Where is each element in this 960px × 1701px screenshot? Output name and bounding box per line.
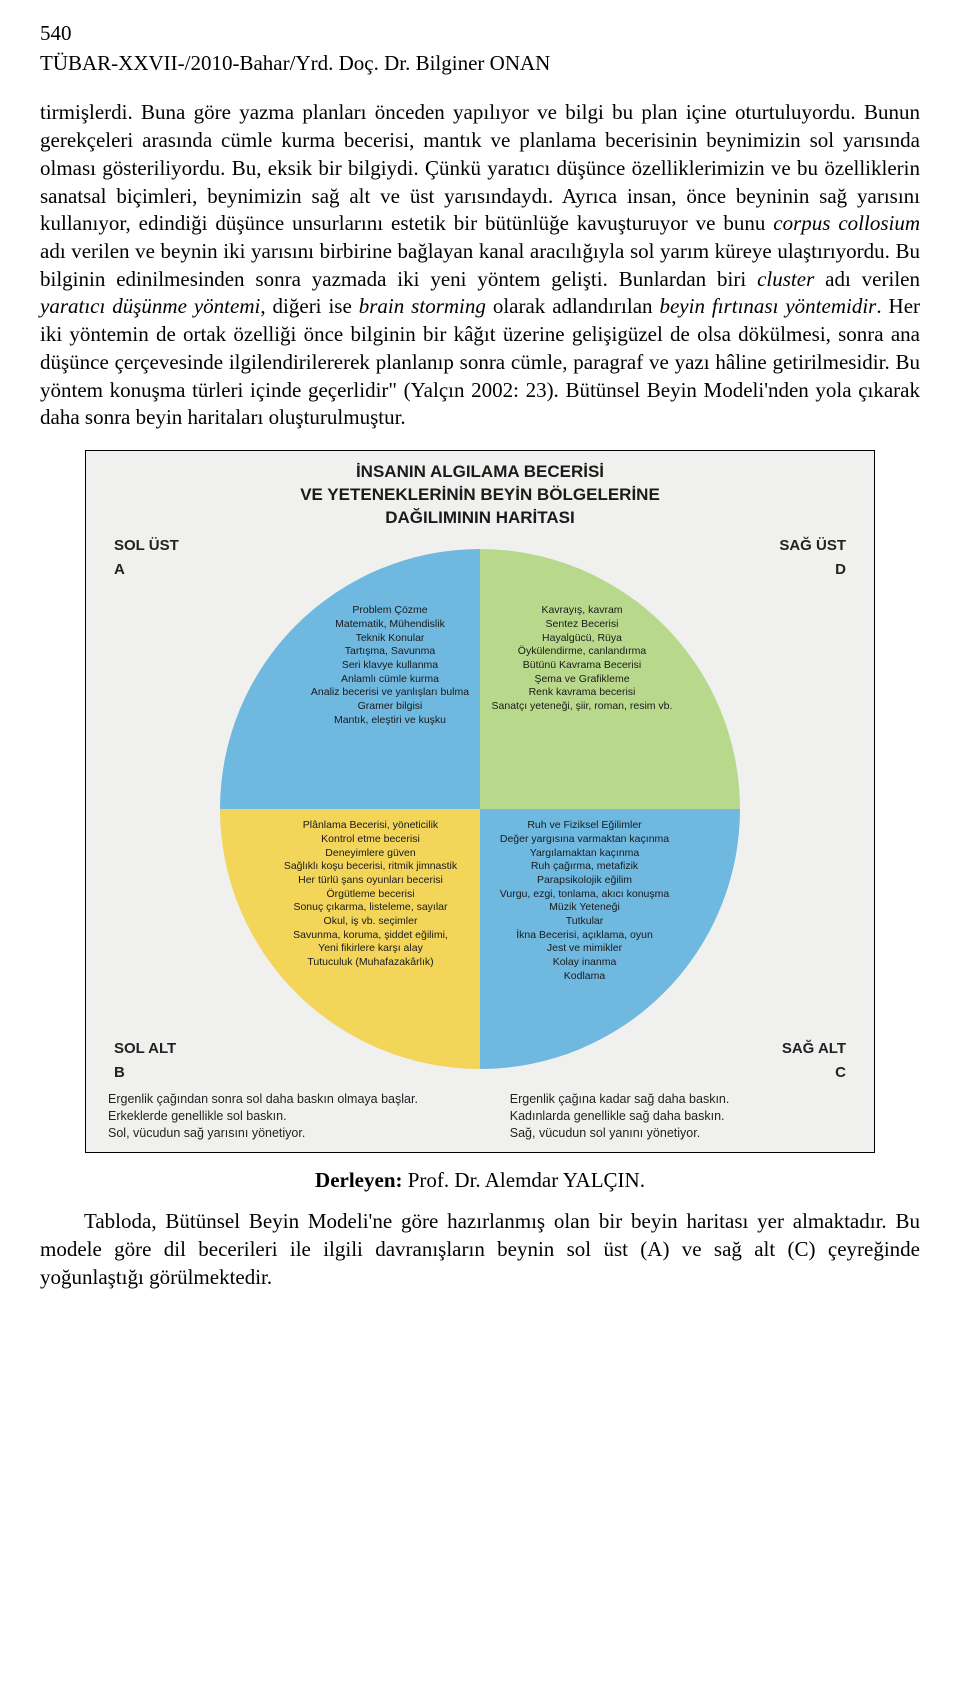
diagram-credit: Derleyen: Prof. Dr. Alemdar YALÇIN. xyxy=(40,1167,920,1195)
quadrant-c-label: SAĞ ALT C xyxy=(736,1039,846,1083)
quadrant-a-letter: A xyxy=(114,560,224,580)
quadrant-c-name: SAĞ ALT xyxy=(736,1039,846,1059)
bottom-note-right: Ergenlik çağına kadar sağ daha baskın.Ka… xyxy=(510,1091,852,1142)
quadrant-c-letter: C xyxy=(736,1063,846,1083)
quadrant-b-letter: B xyxy=(114,1063,224,1083)
pie-chart: Problem ÇözmeMatematik, MühendislikTekni… xyxy=(220,549,740,1069)
quadrant-b-name: SOL ALT xyxy=(114,1039,224,1059)
quadrant-a-name: SOL ÜST xyxy=(114,536,224,556)
body-paragraph: tirmişlerdi. Buna göre yazma planları ön… xyxy=(40,99,920,432)
quadrant-b-label: SOL ALT B xyxy=(114,1039,224,1083)
diagram-title-line2: VE YETENEKLERİNİN BEYİN BÖLGELERİNE xyxy=(300,485,660,504)
diagram-title-line1: İNSANIN ALGILAMA BECERİSİ xyxy=(356,462,604,481)
diagram-title: İNSANIN ALGILAMA BECERİSİ VE YETENEKLERİ… xyxy=(94,461,866,530)
slice-d-text: Kavrayış, kavramSentez BecerisiHayalgücü… xyxy=(482,604,682,713)
diagram-title-line3: DAĞILIMININ HARİTASI xyxy=(385,508,575,527)
credit-name: Prof. Dr. Alemdar YALÇIN. xyxy=(403,1168,645,1192)
quadrant-d-label: SAĞ ÜST D xyxy=(736,536,846,580)
diagram-bottom-notes: Ergenlik çağından sonra sol daha baskın … xyxy=(94,1091,866,1146)
quadrant-d-name: SAĞ ÜST xyxy=(736,536,846,556)
credit-label: Derleyen: xyxy=(315,1168,402,1192)
brain-map-diagram: İNSANIN ALGILAMA BECERİSİ VE YETENEKLERİ… xyxy=(85,450,875,1153)
slice-a-text: Problem ÇözmeMatematik, MühendislikTekni… xyxy=(300,604,480,727)
page-number: 540 xyxy=(40,20,920,48)
running-header: TÜBAR-XXVII-/2010-Bahar/Yrd. Doç. Dr. Bi… xyxy=(40,50,920,78)
slice-b-text: Plânlama Becerisi, yöneticilikKontrol et… xyxy=(258,819,483,969)
slice-c-text: Ruh ve Fiziksel EğilimlerDeğer yargısına… xyxy=(482,819,687,983)
quadrant-d-letter: D xyxy=(736,560,846,580)
bottom-note-left: Ergenlik çağından sonra sol daha baskın … xyxy=(108,1091,450,1142)
final-paragraph: Tabloda, Bütünsel Beyin Modeli'ne göre h… xyxy=(40,1208,920,1291)
quadrant-a-label: SOL ÜST A xyxy=(114,536,224,580)
